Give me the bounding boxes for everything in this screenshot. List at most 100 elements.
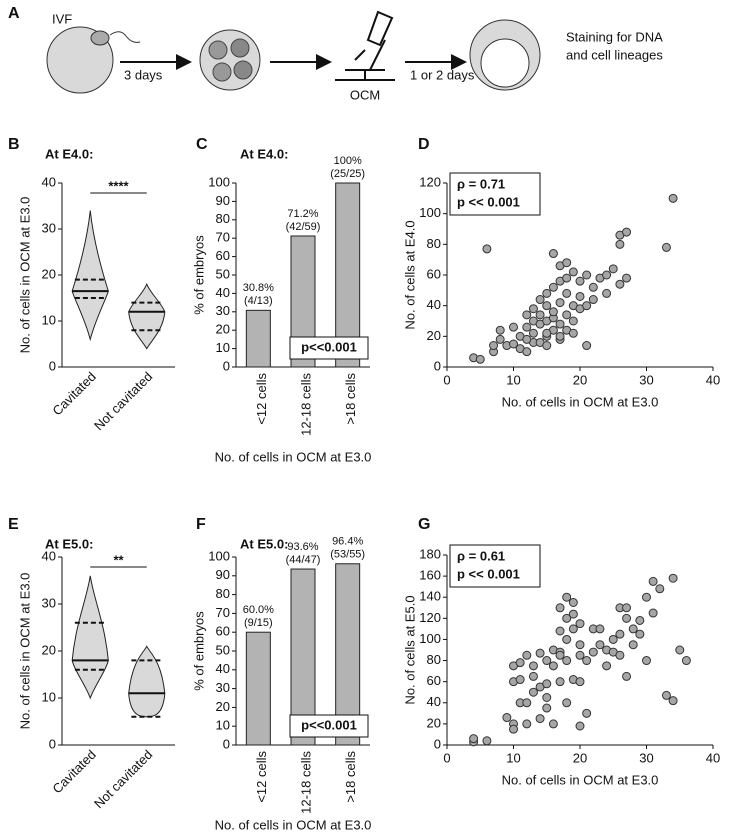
y-tick-label: 50 <box>216 266 230 281</box>
point <box>515 675 525 685</box>
point <box>542 301 552 311</box>
point <box>535 295 545 305</box>
value-label: 100% <box>334 155 362 167</box>
y-tick-label: 120 <box>419 610 441 625</box>
y-tick-label: 40 <box>42 548 56 563</box>
y-tick-label: 60 <box>427 673 441 688</box>
point <box>542 656 552 666</box>
x-tick-label: Not cavitated <box>91 747 155 811</box>
point <box>568 609 578 619</box>
value-label: 93.6% <box>287 541 318 553</box>
point <box>588 647 598 657</box>
point <box>509 339 518 349</box>
point <box>628 640 638 650</box>
point <box>615 239 625 249</box>
point <box>582 341 592 351</box>
x-tick-label: 10 <box>506 372 520 387</box>
y-tick-label: 20 <box>427 328 441 343</box>
point <box>542 679 552 689</box>
point <box>489 341 499 351</box>
panel-label: E <box>8 516 19 533</box>
stats-box <box>449 172 541 216</box>
point <box>528 671 538 681</box>
point <box>522 719 532 729</box>
sperm-head <box>90 30 110 46</box>
point <box>562 288 572 298</box>
point <box>575 650 585 660</box>
x-tick-label: <12 cells <box>254 373 269 425</box>
panel-label: B <box>8 136 20 153</box>
point <box>475 354 485 364</box>
point <box>661 242 671 252</box>
point <box>642 592 651 602</box>
y-tick-label: 20 <box>42 266 56 281</box>
point <box>615 650 625 660</box>
point <box>608 264 618 274</box>
y-tick-label: 40 <box>427 694 441 709</box>
point <box>542 328 552 338</box>
x-tick-label: 12-18 cells <box>298 751 313 814</box>
y-axis-label: No. of cells at E5.0 <box>402 595 417 704</box>
panel-label: C <box>196 136 208 153</box>
point <box>568 316 578 326</box>
chart-title: At E5.0: <box>240 536 288 551</box>
point <box>668 696 678 706</box>
panel-label: A <box>8 5 20 22</box>
point <box>522 310 532 320</box>
x-tick-label: 20 <box>573 750 587 765</box>
y-tick-label: 80 <box>216 586 230 601</box>
count-label: (42/59) <box>286 221 321 233</box>
y-tick-label: 10 <box>42 689 56 704</box>
y-tick-label: 30 <box>216 680 230 695</box>
point <box>469 734 479 744</box>
y-tick-label: 80 <box>427 236 441 251</box>
panel-label: D <box>418 136 430 153</box>
x-tick-label: 20 <box>573 372 587 387</box>
cell <box>230 38 250 58</box>
point <box>535 310 545 320</box>
y-tick-label: 60 <box>427 266 441 281</box>
point <box>575 721 585 731</box>
point <box>555 650 565 660</box>
point <box>548 307 558 317</box>
point <box>628 624 638 634</box>
point <box>535 648 545 658</box>
point <box>548 719 558 729</box>
point <box>655 584 665 594</box>
schematic-label: 3 days <box>124 67 163 82</box>
point <box>528 661 538 671</box>
point <box>555 298 565 308</box>
schematic-label: OCM <box>350 87 380 102</box>
p-value-box <box>289 714 369 738</box>
microscope <box>335 10 395 81</box>
point <box>522 334 532 344</box>
y-tick-label: 60 <box>216 248 230 263</box>
point <box>642 656 651 666</box>
y-axis-label: % of embryos <box>191 611 206 691</box>
stats-text: ρ = 0.61 <box>457 548 505 563</box>
point <box>575 677 585 687</box>
stats-text: ρ = 0.71 <box>457 176 505 191</box>
y-tick-label: 100 <box>208 174 230 189</box>
y-tick-label: 50 <box>216 642 230 657</box>
point <box>562 592 572 602</box>
point <box>562 310 572 320</box>
point <box>668 193 678 203</box>
point <box>635 629 645 639</box>
point <box>555 626 565 636</box>
bar <box>245 309 271 368</box>
y-axis-label: No. of cells at E4.0 <box>402 220 417 329</box>
point <box>681 656 691 666</box>
point <box>548 282 558 292</box>
y-tick-label: 140 <box>419 589 441 604</box>
y-tick-label: 40 <box>216 285 230 300</box>
stats-box <box>449 544 541 588</box>
sperm-tail <box>109 31 141 43</box>
point <box>522 347 532 357</box>
x-tick-label: 40 <box>706 750 720 765</box>
value-label: 96.4% <box>332 536 363 548</box>
point <box>622 603 632 613</box>
schematic-label: Staining for DNA <box>566 29 663 44</box>
point <box>622 273 632 283</box>
